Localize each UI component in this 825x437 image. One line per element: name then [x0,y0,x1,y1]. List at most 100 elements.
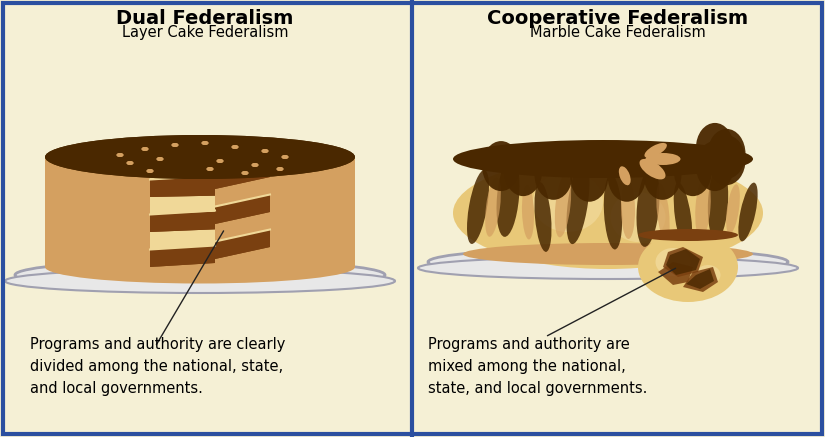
Ellipse shape [497,157,520,237]
Polygon shape [150,162,215,267]
Ellipse shape [126,161,134,165]
Ellipse shape [644,150,681,200]
Ellipse shape [252,163,258,167]
Ellipse shape [639,159,666,180]
Polygon shape [323,159,337,201]
Ellipse shape [216,159,224,163]
Ellipse shape [428,248,788,276]
Ellipse shape [453,140,753,178]
Ellipse shape [206,167,214,171]
Ellipse shape [262,149,268,153]
Polygon shape [45,157,355,267]
Ellipse shape [708,165,728,239]
Ellipse shape [458,160,758,264]
Ellipse shape [482,141,520,191]
Ellipse shape [644,143,667,158]
Ellipse shape [142,147,148,151]
Ellipse shape [656,248,691,276]
Ellipse shape [522,184,534,239]
Ellipse shape [15,260,385,290]
Ellipse shape [674,146,712,196]
Polygon shape [45,157,70,247]
Ellipse shape [116,153,124,157]
Polygon shape [293,159,307,194]
Ellipse shape [453,157,763,269]
Polygon shape [279,159,291,192]
Ellipse shape [126,161,134,165]
Ellipse shape [621,179,635,239]
Ellipse shape [533,172,603,232]
Polygon shape [70,159,80,179]
Polygon shape [130,159,140,181]
Ellipse shape [570,152,608,202]
Polygon shape [215,229,270,259]
Ellipse shape [5,269,395,293]
Ellipse shape [201,141,209,145]
Polygon shape [215,160,270,189]
Polygon shape [143,159,157,204]
Ellipse shape [45,250,355,284]
Ellipse shape [281,155,289,159]
Text: Layer Cake Federalism: Layer Cake Federalism [122,25,288,40]
Ellipse shape [657,183,670,241]
Ellipse shape [708,135,746,185]
Ellipse shape [157,157,163,161]
Polygon shape [215,160,270,259]
Ellipse shape [504,146,542,196]
Ellipse shape [738,183,757,241]
Polygon shape [150,178,215,197]
Ellipse shape [276,167,284,171]
Ellipse shape [147,169,153,173]
Ellipse shape [637,167,659,247]
Ellipse shape [535,150,573,200]
Ellipse shape [242,171,248,175]
Polygon shape [263,159,277,207]
Polygon shape [150,178,215,197]
Ellipse shape [45,135,355,179]
Ellipse shape [172,143,178,147]
Ellipse shape [276,167,284,171]
Ellipse shape [232,145,238,149]
Ellipse shape [232,145,238,149]
Polygon shape [215,194,270,224]
Ellipse shape [485,177,501,237]
Ellipse shape [206,167,214,171]
Ellipse shape [638,232,738,302]
Ellipse shape [604,174,622,250]
Text: Programs and authority are
mixed among the national,
state, and local government: Programs and authority are mixed among t… [428,337,648,396]
Polygon shape [82,159,98,209]
Polygon shape [53,159,67,194]
Ellipse shape [262,149,268,153]
Ellipse shape [418,257,798,279]
Ellipse shape [172,143,178,147]
Ellipse shape [696,123,734,173]
Polygon shape [173,159,187,197]
Ellipse shape [696,141,734,191]
Polygon shape [270,157,355,267]
Ellipse shape [638,229,738,241]
Polygon shape [150,246,215,267]
Ellipse shape [726,184,740,234]
Polygon shape [100,159,110,189]
Polygon shape [658,262,693,285]
Ellipse shape [567,160,590,244]
Polygon shape [150,246,215,267]
Ellipse shape [695,176,711,238]
Ellipse shape [645,153,681,165]
Text: Cooperative Federalism: Cooperative Federalism [488,9,748,28]
Text: Programs and authority are clearly
divided among the national, state,
and local : Programs and authority are clearly divid… [30,337,285,396]
Ellipse shape [242,171,248,175]
Ellipse shape [147,169,153,173]
Ellipse shape [157,157,163,161]
Polygon shape [663,247,703,277]
Ellipse shape [608,152,646,202]
Ellipse shape [142,147,148,151]
Ellipse shape [463,243,753,265]
Polygon shape [310,159,320,177]
Ellipse shape [695,265,720,285]
Ellipse shape [281,155,289,159]
Ellipse shape [619,166,630,185]
Ellipse shape [674,182,692,252]
Polygon shape [114,159,126,187]
Ellipse shape [467,170,489,244]
